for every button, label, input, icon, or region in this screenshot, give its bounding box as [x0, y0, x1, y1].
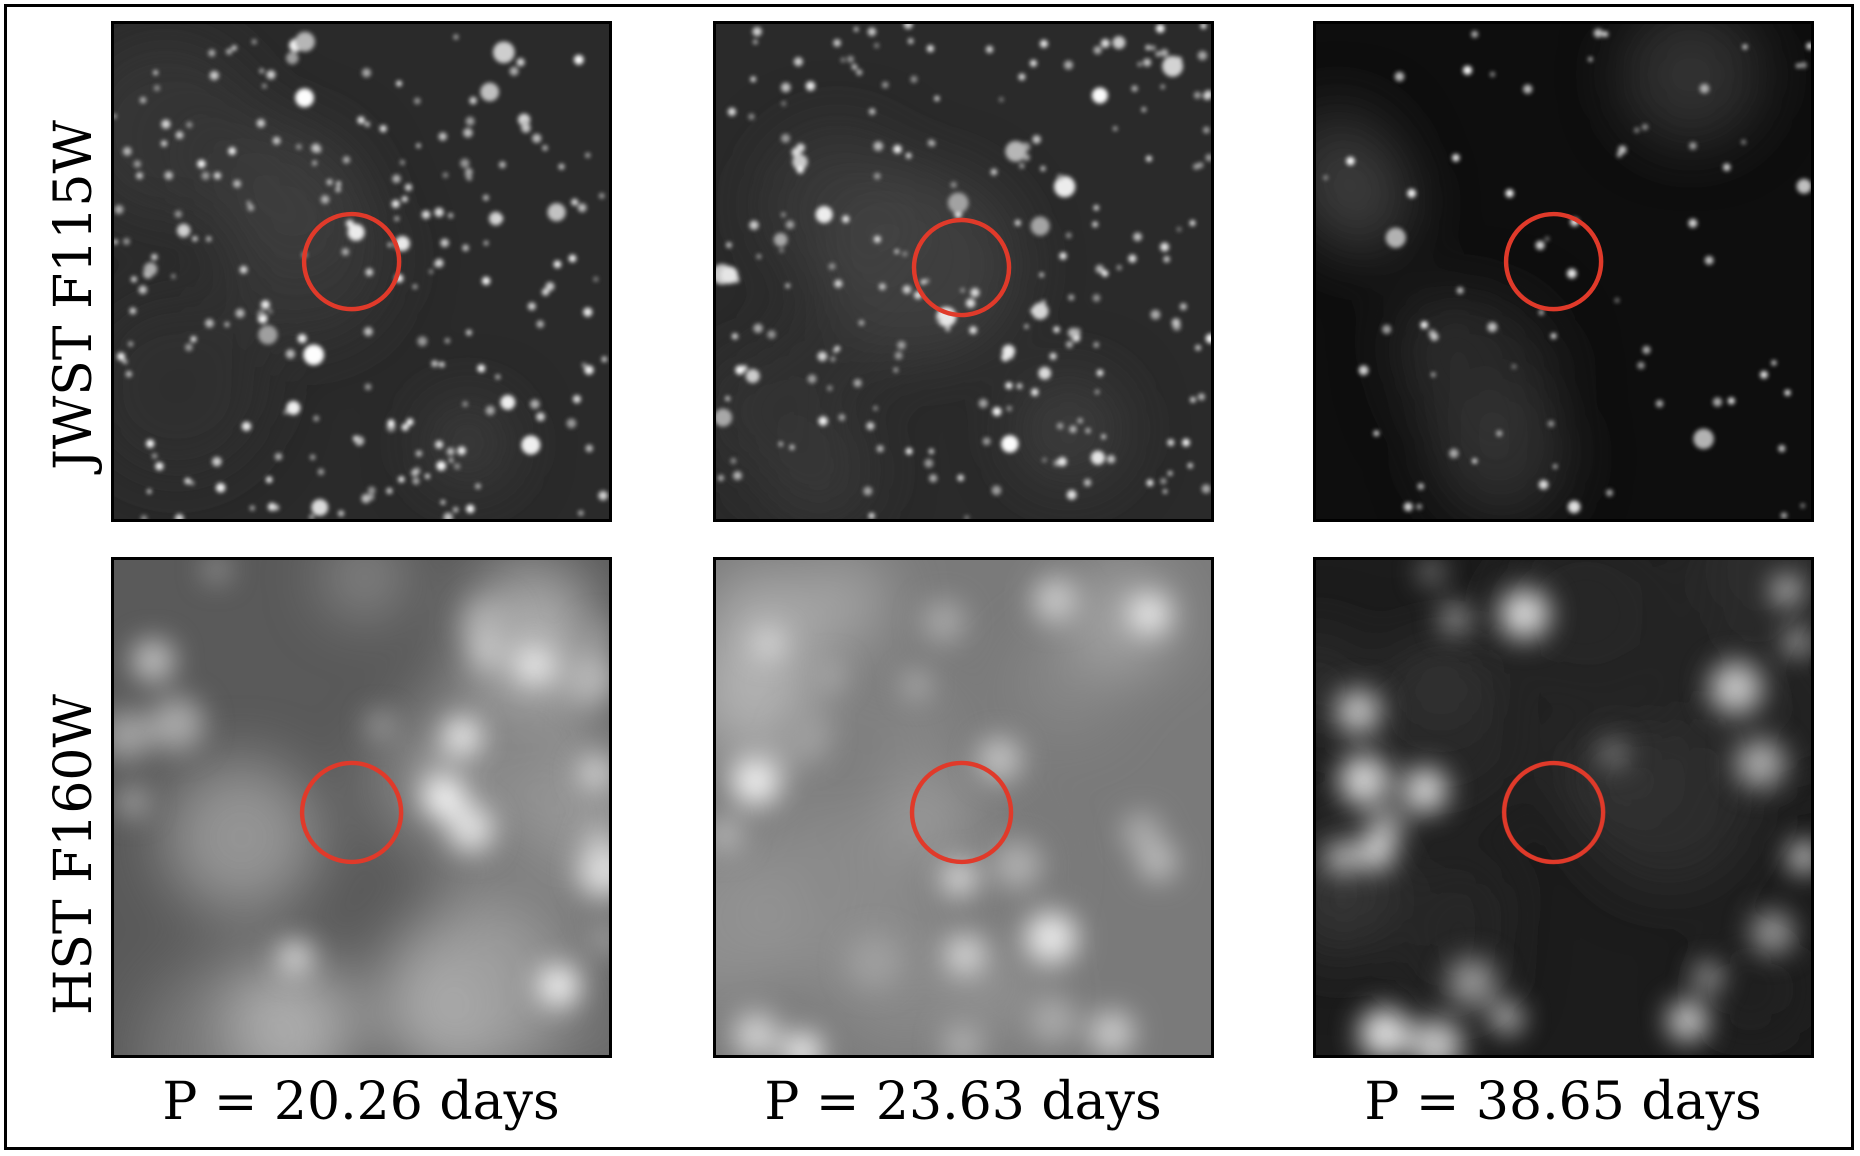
target-marker-circle — [301, 211, 402, 312]
star-field — [1316, 24, 1811, 519]
row-label-jwst: JWST F115W — [44, 120, 104, 470]
image-panel-jwst-3 — [1313, 21, 1814, 522]
target-marker-circle — [299, 760, 404, 865]
star-field — [716, 560, 1211, 1055]
star-field — [114, 24, 609, 519]
period-label-1: P = 20.26 days — [162, 1072, 560, 1132]
target-marker-circle — [1501, 760, 1606, 865]
period-label-3: P = 38.65 days — [1364, 1072, 1762, 1132]
image-panel-jwst-2 — [713, 21, 1214, 522]
target-marker-circle — [909, 760, 1014, 865]
star-field — [1316, 560, 1811, 1055]
image-panel-hst-2 — [713, 557, 1214, 1058]
target-marker-circle — [1503, 211, 1604, 312]
target-marker-circle — [911, 217, 1012, 318]
image-panel-hst-1 — [111, 557, 612, 1058]
period-label-2: P = 23.63 days — [764, 1072, 1162, 1132]
star-field — [716, 24, 1211, 519]
row-label-hst: HST F160W — [44, 694, 104, 1015]
star-field — [114, 560, 609, 1055]
image-panel-jwst-1 — [111, 21, 612, 522]
image-panel-hst-3 — [1313, 557, 1814, 1058]
